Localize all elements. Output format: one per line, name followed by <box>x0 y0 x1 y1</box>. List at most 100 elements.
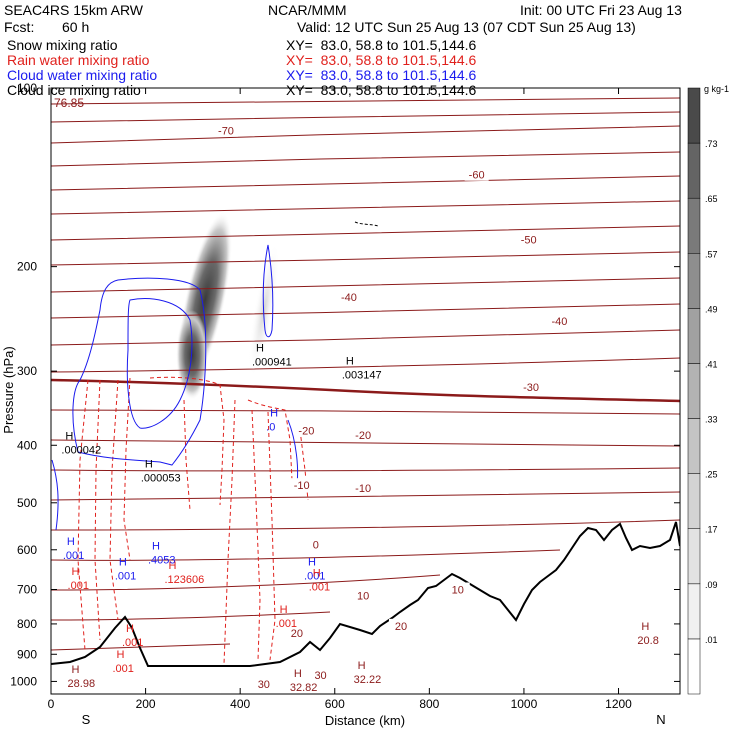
maximum-marker-h: H <box>67 536 75 548</box>
isotherm-label: -20 <box>355 430 371 442</box>
isotherm-label-bg <box>308 667 333 681</box>
colorbar-swatch <box>687 583 701 640</box>
colorbar-tick-label: .09 <box>705 580 718 590</box>
maximum-value-label: .000941 <box>252 356 292 368</box>
rain-contour <box>94 379 101 641</box>
isotherm-label-bg <box>516 232 541 246</box>
cloudwater-contours <box>51 244 299 531</box>
colorbar-swatch <box>687 418 701 474</box>
x-tick-label: 200 <box>136 697 156 711</box>
colorbar-swatch <box>687 253 701 309</box>
maximum-value-label: .001 <box>122 637 143 649</box>
rain-contour <box>267 411 276 661</box>
cloudwater-contour <box>51 459 59 531</box>
maximum-marker-h: H <box>152 540 160 552</box>
x-tick-label: 1200 <box>605 697 632 711</box>
field-cloudice-xy: XY= 83.0, 58.8 to 101.5,144.6 <box>286 82 477 98</box>
isotherm-label: -40 <box>551 316 567 328</box>
field-cloudice-name: Cloud ice mixing ratio <box>7 82 141 98</box>
rain-contour <box>109 379 119 621</box>
maximum-marker-h: H <box>280 604 288 616</box>
maximum-value-label: .001 <box>68 580 89 592</box>
maximum-value-label: .001 <box>63 550 84 562</box>
fcst-label: Fcst: <box>4 19 35 35</box>
isotherm-label: -40 <box>341 292 357 304</box>
isotherm-label: -50 <box>521 234 537 246</box>
plot-frame <box>50 87 681 695</box>
colorbar-tick-label: .65 <box>705 194 718 204</box>
y-tick-label: 600 <box>17 543 37 557</box>
maximum-marker-h: H <box>358 660 366 672</box>
y-tick-label: 900 <box>17 647 37 661</box>
colorbar-tick-label: .73 <box>705 139 718 149</box>
maximum-marker-h: H <box>308 556 316 568</box>
colorbar-swatch <box>687 308 701 364</box>
isotherm-line <box>51 357 680 373</box>
isotherm-line <box>51 303 680 319</box>
y-tick-label: 400 <box>17 438 37 452</box>
maximum-value-label: 28.98 <box>68 678 96 690</box>
field-cloudwater-xy: XY= 83.0, 58.8 to 101.5,144.6 <box>286 67 477 83</box>
maximum-value-label: .001 <box>304 570 325 582</box>
isotherm-line <box>51 491 680 501</box>
init-time: Init: 00 UTC Fri 23 Aug 13 <box>520 2 682 18</box>
rain-contour <box>183 399 191 511</box>
colorbar-tick-label: .41 <box>705 359 718 369</box>
maxima-labels: H.000941 H.003147H.000042H.000053H.0H.001… <box>61 342 658 693</box>
maximum-marker-h: H <box>119 556 127 568</box>
isotherm-label-bg <box>464 167 489 181</box>
isotherm-label-bg <box>336 289 361 303</box>
isotherm-line <box>51 519 680 531</box>
cloudwater-contour <box>126 298 193 429</box>
rain-contour <box>149 376 225 506</box>
colorbar-swatch <box>687 87 701 144</box>
terrain-line <box>51 521 680 667</box>
x-tick-label: 800 <box>419 697 439 711</box>
isotherm-label: -30 <box>523 382 539 394</box>
isotherm-line <box>51 225 680 241</box>
y-tick-label: 500 <box>17 496 37 510</box>
colorbar-swatch <box>687 528 701 585</box>
rain-contour <box>77 379 89 651</box>
isotherm-line <box>51 251 680 266</box>
rain-contour <box>123 377 131 561</box>
isotherm-line <box>51 97 680 105</box>
isotherm-line <box>51 200 680 215</box>
snow-max-label: 76.85 <box>54 96 84 110</box>
isotherm-label-bg <box>303 537 328 551</box>
colorbar-swatch <box>687 638 701 695</box>
isotherm-line <box>51 111 680 123</box>
y-tick-label: 100 <box>17 81 37 95</box>
x-tick-label: 1000 <box>511 697 538 711</box>
org-label: NCAR/MMM <box>268 2 347 18</box>
isotherm-line <box>51 329 680 346</box>
maximum-marker-h: H <box>72 664 80 676</box>
rain-contour <box>223 399 236 665</box>
maximum-value-label: .0 <box>266 421 275 433</box>
maximum-value-label: .003147 <box>342 369 382 381</box>
maximum-marker-h: H <box>256 342 264 354</box>
isotherm-line <box>51 409 680 415</box>
isotherm-line <box>51 439 680 447</box>
isotherm-line <box>51 574 441 591</box>
maximum-value-label: .001 <box>309 582 330 594</box>
x-tick-label: 400 <box>230 697 250 711</box>
colorbar-swatch <box>687 363 701 419</box>
y-tick-label: 800 <box>17 617 37 631</box>
isotherm-label-bg <box>213 123 238 137</box>
colorbar-unit: g kg-1 <box>704 84 729 94</box>
maximum-marker-h: H <box>270 407 278 419</box>
isotherm-labels: -70 -60 -50 -40 -40 -30 -20 -20 -10 -10 0 10 10 20 20 3… <box>213 123 572 691</box>
colorbar-tick-label: .33 <box>705 415 718 425</box>
maximum-value-label: 32.22 <box>354 674 382 686</box>
isotherm-line <box>51 611 331 621</box>
cloudwater-contour <box>262 244 274 338</box>
isotherm-line <box>51 125 680 144</box>
field-cloudwater-name: Cloud water mixing ratio <box>7 67 158 83</box>
isotherm-label: 30 <box>314 670 326 682</box>
maximum-marker-h: H <box>126 623 134 635</box>
maximum-value-label: 32.82 <box>290 682 318 694</box>
isotherm-label: 30 <box>258 679 270 691</box>
isotherm-label-bg <box>445 582 470 596</box>
